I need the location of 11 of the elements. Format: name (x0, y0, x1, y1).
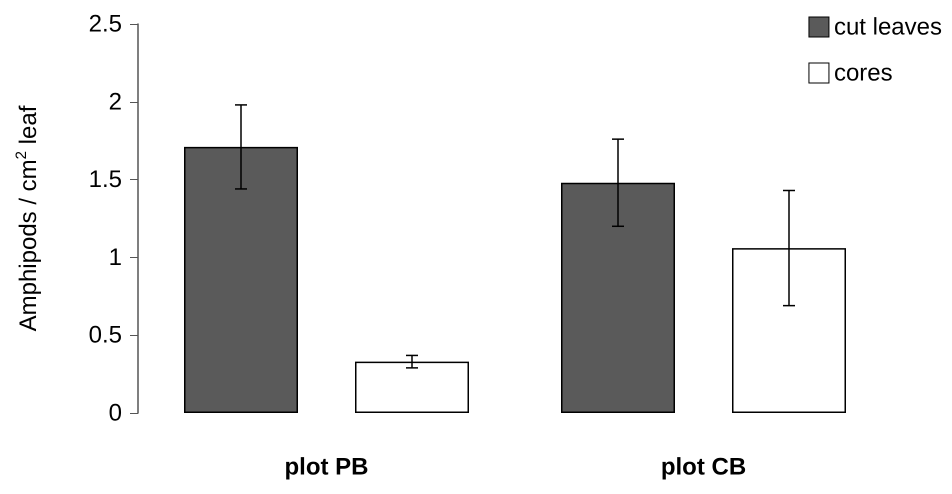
legend-label: cores (834, 60, 893, 86)
x-tick-label: plot PB (284, 454, 368, 480)
y-tick-label: 2 (108, 88, 122, 116)
y-tick-label: 0 (108, 400, 122, 426)
y-tick-label: 1 (108, 244, 122, 271)
x-tick-label: plot CB (660, 454, 746, 480)
y-tick-label: 1.5 (88, 166, 122, 194)
y-tick-label: 0.5 (88, 322, 122, 349)
y-axis-title: Amphipods / cm2 leaf (13, 105, 42, 332)
y-tick-label: 2.5 (88, 10, 122, 38)
legend-label: cut leaves (834, 14, 942, 40)
